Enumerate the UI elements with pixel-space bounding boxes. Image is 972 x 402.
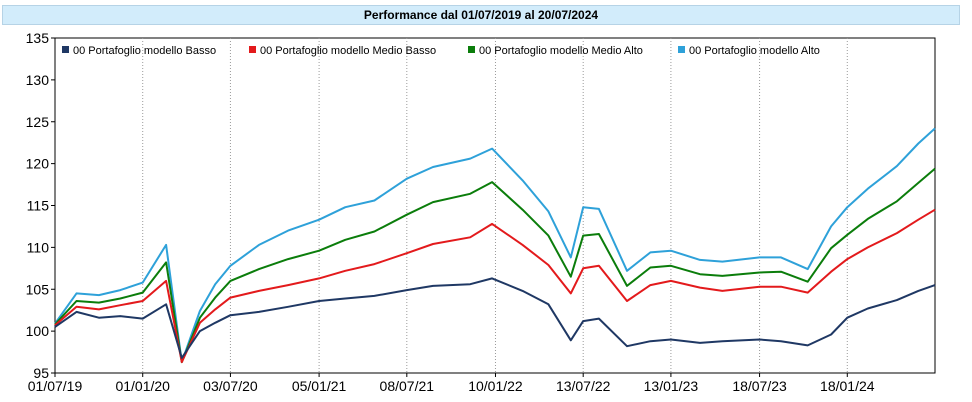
y-tick-label: 115 <box>27 198 50 214</box>
legend-swatch <box>249 46 256 53</box>
legend-label: 00 Portafoglio modello Basso <box>73 45 216 57</box>
x-tick-label: 05/01/21 <box>292 378 347 394</box>
series-line <box>54 277 936 359</box>
y-tick-label: 120 <box>26 156 50 172</box>
y-tick-label: 100 <box>26 323 50 339</box>
y-axis: 95 100 105 110 115 120 125 130 135 <box>26 30 55 381</box>
x-tick-label: 13/01/23 <box>644 378 699 394</box>
x-tick-label: 08/07/21 <box>380 378 435 394</box>
y-tick-label: 95 <box>33 365 49 381</box>
y-tick-label: 135 <box>26 30 50 46</box>
y-tick-label: 130 <box>26 72 50 88</box>
x-tick-label: 18/07/23 <box>732 378 787 394</box>
y-tick-label: 105 <box>26 281 50 297</box>
chart-title: Performance dal 01/07/2019 al 20/07/2024 <box>2 5 960 25</box>
legend-swatch <box>62 46 69 53</box>
x-tick-label: 03/07/20 <box>203 378 258 394</box>
x-tick-label: 01/01/20 <box>115 378 170 394</box>
legend: 00 Portafoglio modello Basso 00 Portafogl… <box>62 45 820 57</box>
y-tick-label: 125 <box>26 114 50 130</box>
legend-swatch <box>468 46 475 53</box>
legend-label: 00 Portafoglio modello Medio Basso <box>260 45 436 57</box>
x-tick-label: 18/01/24 <box>820 378 875 394</box>
legend-label: 00 Portafoglio modello Alto <box>689 45 820 57</box>
x-tick-label: 10/01/22 <box>468 378 523 394</box>
x-tick-label: 01/07/19 <box>28 378 83 394</box>
series-lines <box>54 127 936 364</box>
legend-swatch <box>678 46 685 53</box>
legend-label: 00 Portafoglio modello Medio Alto <box>479 45 643 57</box>
plot-area <box>54 37 936 374</box>
series-line <box>54 208 936 364</box>
x-tick-label: 13/07/22 <box>556 378 611 394</box>
x-axis: 01/07/19 01/01/20 03/07/20 05/01/21 08/07/21… <box>28 373 875 394</box>
y-tick-label: 110 <box>27 239 50 255</box>
